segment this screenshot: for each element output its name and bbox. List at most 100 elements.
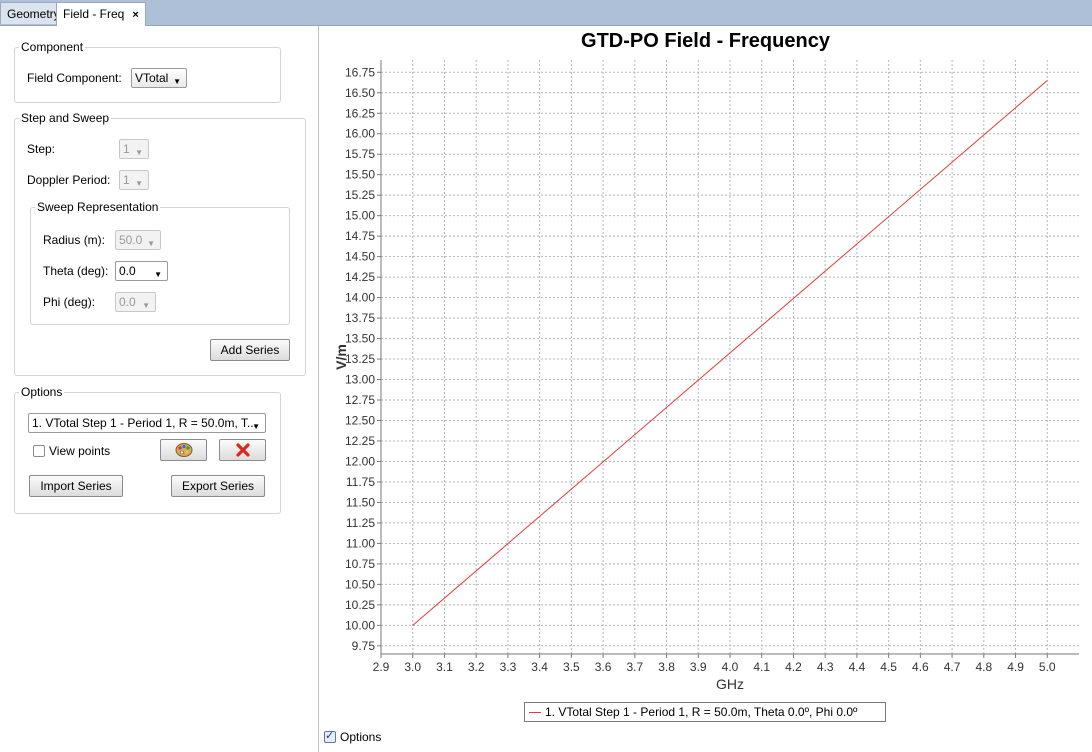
x-tick-label: 3.5 <box>563 660 580 674</box>
color-palette-button[interactable] <box>160 439 207 461</box>
field-component-select[interactable]: VTotal ▼ <box>131 68 187 88</box>
y-tick-label: 14.00 <box>345 291 375 305</box>
options-legend: Options <box>19 385 65 399</box>
tab-geometry-label: Geometry <box>7 7 60 21</box>
series-select[interactable]: 1. VTotal Step 1 - Period 1, R = 50.0m, … <box>28 413 266 433</box>
y-tick-label: 12.00 <box>345 454 375 468</box>
y-tick-label: 14.75 <box>345 229 375 243</box>
y-tick-label: 12.25 <box>345 434 375 448</box>
dropdown-arrow-icon: ▼ <box>173 77 181 86</box>
y-tick-label: 11.00 <box>346 536 375 550</box>
sweep-representation-legend: Sweep Representation <box>35 200 161 214</box>
x-tick-label: 4.4 <box>849 660 866 674</box>
x-axis-title: GHz <box>716 676 744 692</box>
options-toggle-checkbox[interactable] <box>324 729 336 743</box>
x-tick-label: 4.9 <box>1007 660 1024 674</box>
dropdown-arrow-icon: ▼ <box>252 422 260 431</box>
y-tick-label: 10.75 <box>345 557 375 571</box>
phi-value: 0.0 <box>119 295 136 309</box>
field-component-label: Field Component: <box>27 71 122 85</box>
red-x-icon <box>235 443 250 457</box>
component-group: Component Field Component: VTotal ▼ <box>14 40 281 103</box>
x-tick-label: 3.1 <box>436 660 453 674</box>
view-points-checkbox[interactable] <box>33 445 45 457</box>
y-tick-label: 10.00 <box>345 618 375 632</box>
y-tick-label: 11.25 <box>346 516 375 530</box>
y-tick-label: 13.50 <box>345 332 375 346</box>
series-select-value: 1. VTotal Step 1 - Period 1, R = 50.0m, … <box>32 416 257 430</box>
y-tick-label: 10.50 <box>345 577 375 591</box>
y-tick-label: 16.00 <box>345 127 375 141</box>
export-series-button[interactable]: Export Series <box>171 475 265 497</box>
y-tick-label: 13.00 <box>345 373 375 387</box>
import-series-button[interactable]: Import Series <box>29 475 123 497</box>
radius-select[interactable]: 50.0 ▼ <box>115 230 161 250</box>
step-label: Step: <box>27 142 56 156</box>
series-line <box>412 80 1048 626</box>
x-tick-label: 4.1 <box>753 660 770 674</box>
component-legend: Component <box>19 40 86 54</box>
radius-label: Radius (m): <box>43 233 106 247</box>
chart-title: GTD-PO Field - Frequency <box>581 30 830 52</box>
radius-value: 50.0 <box>119 233 143 247</box>
dropdown-arrow-icon: ▼ <box>135 148 143 157</box>
y-tick-label: 11.75 <box>346 475 375 489</box>
x-tick-label: 3.9 <box>690 660 707 674</box>
close-icon[interactable]: × <box>132 9 139 21</box>
step-sweep-group: Step and Sweep Step: 1 ▼ Doppler Period:… <box>14 111 306 376</box>
y-tick-label: 10.25 <box>345 598 375 612</box>
y-tick-label: 12.50 <box>345 413 375 427</box>
dropdown-arrow-icon: ▼ <box>154 270 162 279</box>
y-tick-label: 15.50 <box>345 168 375 182</box>
options-toggle-label: Options <box>340 730 382 744</box>
chart-panel: GTD-PO Field - Frequency 2.9 3.0 3.1 3.2 3.3… <box>319 26 1092 752</box>
add-series-button[interactable]: Add Series <box>210 339 290 361</box>
dropdown-arrow-icon: ▼ <box>147 239 155 248</box>
x-tick-label: 2.9 <box>373 660 390 674</box>
legend-series-label: 1. VTotal Step 1 - Period 1, R = 50.0m, … <box>545 705 858 719</box>
theta-label: Theta (deg): <box>43 264 109 278</box>
theta-value: 0.0 <box>119 264 136 278</box>
delete-series-button[interactable] <box>219 439 266 461</box>
x-tick-label: 4.5 <box>880 660 897 674</box>
chart-svg: 2.9 3.0 3.1 3.2 3.3 3.4 3.5 3.6 3.7 3.8 3.9 4.0 4.1 4… <box>333 60 1079 692</box>
x-tick-label: 3.6 <box>595 660 612 674</box>
phi-label: Phi (deg): <box>43 295 96 309</box>
y-tick-label: 13.75 <box>345 311 375 325</box>
x-tick-label: 3.8 <box>658 660 675 674</box>
field-component-value: VTotal <box>135 71 169 85</box>
x-tick-label: 4.6 <box>912 660 929 674</box>
x-tick-label: 4.8 <box>975 660 992 674</box>
view-points-label: View points <box>49 444 111 458</box>
dropdown-arrow-icon: ▼ <box>135 179 143 188</box>
y-tick-label: 16.75 <box>345 65 375 79</box>
step-select[interactable]: 1 ▼ <box>119 139 149 159</box>
tab-field-freq[interactable]: Field - Freq × <box>56 2 146 26</box>
x-tick-label: 4.0 <box>722 660 739 674</box>
step-value: 1 <box>123 142 130 156</box>
tab-field-freq-label: Field - Freq <box>63 7 125 21</box>
tab-bar: Geometry Field - Freq × <box>0 0 1092 26</box>
y-tick-label: 16.50 <box>345 86 375 100</box>
x-tick-label: 4.3 <box>817 660 834 674</box>
doppler-period-select[interactable]: 1 ▼ <box>119 170 149 190</box>
y-tick-label: 14.25 <box>345 270 375 284</box>
y-tick-label: 12.75 <box>345 393 375 407</box>
y-axis-title: V/m <box>333 344 349 370</box>
tab-geometry[interactable]: Geometry <box>0 2 67 24</box>
palette-icon <box>175 443 192 457</box>
options-group: Options 1. VTotal Step 1 - Period 1, R =… <box>14 385 281 514</box>
x-tick-label: 3.4 <box>531 660 548 674</box>
chart-legend: 1. VTotal Step 1 - Period 1, R = 50.0m, … <box>524 702 886 722</box>
y-tick-label: 15.25 <box>345 188 375 202</box>
y-tick-label: 15.75 <box>345 147 375 161</box>
y-tick-label: 9.75 <box>352 639 376 653</box>
theta-select[interactable]: 0.0 ▼ <box>115 261 168 281</box>
doppler-period-label: Doppler Period: <box>27 173 111 187</box>
x-tick-label: 3.3 <box>500 660 517 674</box>
legend-swatch <box>529 712 541 714</box>
x-tick-label: 3.0 <box>404 660 421 674</box>
dropdown-arrow-icon: ▼ <box>142 301 150 310</box>
y-tick-label: 15.00 <box>345 209 375 223</box>
phi-select[interactable]: 0.0 ▼ <box>115 292 156 312</box>
